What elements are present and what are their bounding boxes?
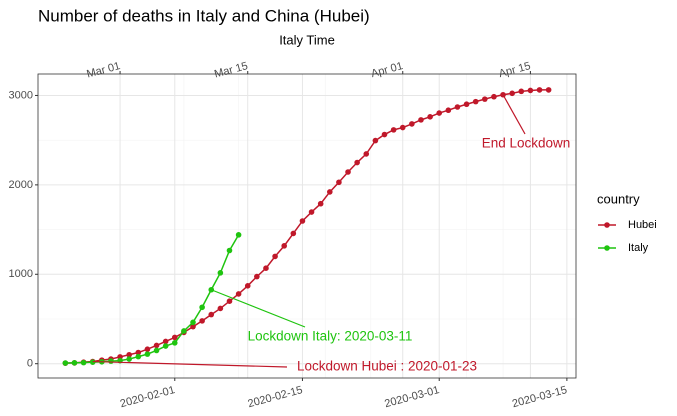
annotation-text: Lockdown Hubei : 2020-01-23 (297, 359, 477, 374)
data-point (445, 107, 452, 114)
data-point (190, 323, 196, 330)
data-point (89, 359, 96, 365)
annotation-text: Lockdown Italy: 2020-03-11 (248, 329, 413, 344)
plot-border (37, 73, 577, 379)
x-tick-label: 2020-02-01 (119, 384, 176, 410)
data-point (354, 159, 360, 166)
data-point (336, 179, 342, 186)
data-point (254, 273, 260, 280)
plot-background (38, 74, 576, 378)
data-point (244, 283, 251, 289)
data-point (527, 87, 534, 94)
x-tick-label: 2020-02-15 (246, 384, 303, 410)
data-point (144, 346, 151, 353)
data-point (199, 318, 205, 324)
data-point (153, 347, 160, 354)
data-point (472, 98, 479, 105)
data-point (71, 360, 78, 366)
y-tick-label: 0 (27, 358, 33, 370)
y-tick-label: 2000 (9, 179, 33, 191)
data-point (235, 232, 242, 238)
data-point (226, 247, 233, 254)
data-point (326, 189, 333, 195)
data-point (217, 305, 224, 312)
legend-title: country (597, 191, 640, 206)
legend-swatch-point (604, 222, 610, 228)
data-point (281, 243, 288, 249)
annotation-text: End Lockdown (482, 136, 571, 151)
annotation-line (92, 360, 288, 368)
data-point (491, 93, 497, 100)
data-point (190, 319, 196, 326)
data-point (381, 131, 388, 138)
data-point (518, 88, 525, 95)
data-point (454, 104, 461, 110)
data-point (181, 328, 187, 334)
data-point (199, 304, 205, 311)
data-point (226, 298, 233, 304)
data-point (427, 114, 433, 120)
y-tick-label: 1000 (9, 268, 33, 280)
data-point (345, 169, 351, 175)
legend-label: Italy (628, 242, 649, 254)
data-point (299, 218, 306, 224)
data-point (263, 265, 269, 272)
data-point (135, 353, 142, 360)
x-tick-label: 2020-03-15 (511, 384, 568, 410)
annotation-line (502, 94, 526, 135)
data-point (272, 253, 278, 260)
data-point (162, 338, 169, 345)
y-tick-label: 3000 (9, 89, 33, 101)
legend-label: Hubei (628, 219, 657, 231)
data-point (536, 87, 543, 93)
data-point (290, 230, 297, 237)
data-point (62, 360, 69, 366)
data-point (80, 359, 87, 366)
data-point (217, 270, 224, 276)
x-tick-label: 2020-03-01 (383, 384, 440, 410)
data-point (208, 311, 215, 318)
data-point (372, 137, 379, 144)
data-point (235, 291, 242, 297)
data-point (390, 127, 397, 133)
data-point (509, 90, 515, 97)
data-point (171, 334, 178, 341)
data-point (363, 151, 370, 157)
data-point (135, 349, 142, 356)
data-point (436, 110, 443, 116)
data-point (126, 351, 132, 358)
legend-swatch-point (604, 245, 610, 251)
data-point (545, 87, 552, 93)
data-point (108, 358, 114, 364)
data-point (482, 96, 488, 102)
data-point (153, 342, 160, 349)
data-point (171, 340, 178, 346)
chart-title: Number of deaths in Italy and China (Hub… (38, 6, 370, 25)
x2-axis-title: Italy Time (279, 32, 335, 47)
data-point (162, 343, 169, 349)
data-point (418, 117, 424, 123)
data-point (463, 101, 470, 108)
data-point (399, 124, 406, 131)
data-point (308, 209, 315, 215)
data-point (126, 356, 132, 362)
data-point (317, 200, 324, 207)
data-point (144, 351, 151, 357)
annotation-line (211, 289, 306, 328)
data-point (409, 121, 415, 127)
